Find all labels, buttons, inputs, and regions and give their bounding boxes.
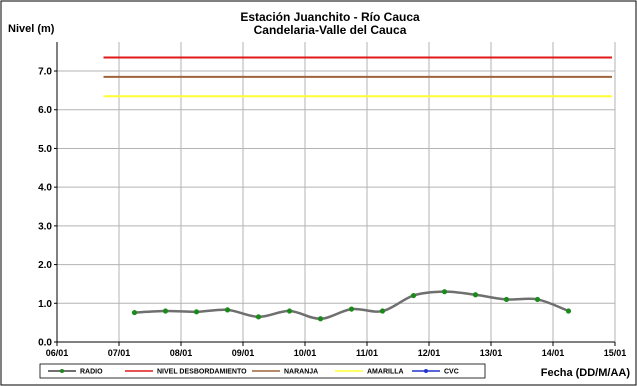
radio-point <box>441 289 448 295</box>
y-tick-label: 1.0 <box>38 299 52 310</box>
plot-area <box>57 42 615 342</box>
radio-point <box>193 309 200 315</box>
radio-points <box>131 289 572 322</box>
x-tick-label: 08/01 <box>170 348 193 358</box>
x-tick-label: 14/01 <box>542 348 565 358</box>
radio-point <box>162 308 169 314</box>
radio-point <box>224 307 231 313</box>
chart-subtitle: Candelaria-Valle del Cauca <box>254 23 407 37</box>
y-tick-label: 6.0 <box>38 105 52 116</box>
radio-point <box>348 306 355 312</box>
legend-yellow-label: AMARILLA <box>367 369 404 376</box>
y-axis-label: Nivel (m) <box>8 23 55 35</box>
x-tick-label: 13/01 <box>480 348 503 358</box>
x-tick-label: 10/01 <box>294 348 317 358</box>
axes <box>54 42 616 346</box>
radio-point <box>410 292 417 299</box>
radio-point <box>286 308 293 314</box>
threshold-lines <box>103 56 612 98</box>
x-axis-label: Fecha (DD/M/AA) <box>541 367 631 379</box>
x-tick-label: 06/01 <box>46 348 69 358</box>
y-tick-label: 7.0 <box>38 67 52 78</box>
legend-cvc-marker <box>424 369 428 373</box>
legend-radio-marker <box>60 369 64 373</box>
y-tick-label: 3.0 <box>38 221 52 232</box>
legend-cvc-label: CVC <box>444 369 459 376</box>
y-tick-labels: 0.0 1.0 2.0 3.0 4.0 5.0 6.0 7.0 <box>38 67 52 349</box>
radio-point <box>534 296 541 303</box>
radio-point <box>379 308 386 314</box>
legend-radio-label: RADIO <box>80 369 103 376</box>
y-tick-label: 4.0 <box>38 183 52 194</box>
chart-title: Estación Juanchito - Río Cauca <box>240 10 420 24</box>
legend-orange-label: NARANJA <box>284 369 318 376</box>
radio-point <box>131 309 138 316</box>
y-tick-label: 0.0 <box>38 338 52 349</box>
radio-point <box>317 316 324 322</box>
radio-point <box>472 292 479 298</box>
x-tick-label: 09/01 <box>232 348 255 358</box>
legend-overflow-label: NIVEL DESBORDAMIENTO <box>157 369 247 376</box>
radio-point <box>503 296 510 303</box>
x-tick-label: 11/01 <box>356 348 378 358</box>
x-tick-label: 15/01 <box>604 348 627 358</box>
legend: RADIO NIVEL DESBORDAMIENTO NARANJA AMARILLA… <box>39 363 486 379</box>
y-tick-label: 2.0 <box>38 260 52 271</box>
radio-point <box>255 314 262 320</box>
x-tick-labels: 06/01 07/01 08/01 09/01 10/01 11/01 12/01 13/01… <box>46 348 627 358</box>
x-tick-label: 07/01 <box>108 348 131 358</box>
radio-point <box>565 308 572 314</box>
gridlines <box>57 42 616 342</box>
x-tick-label: 12/01 <box>418 348 441 358</box>
y-tick-label: 5.0 <box>38 144 52 155</box>
